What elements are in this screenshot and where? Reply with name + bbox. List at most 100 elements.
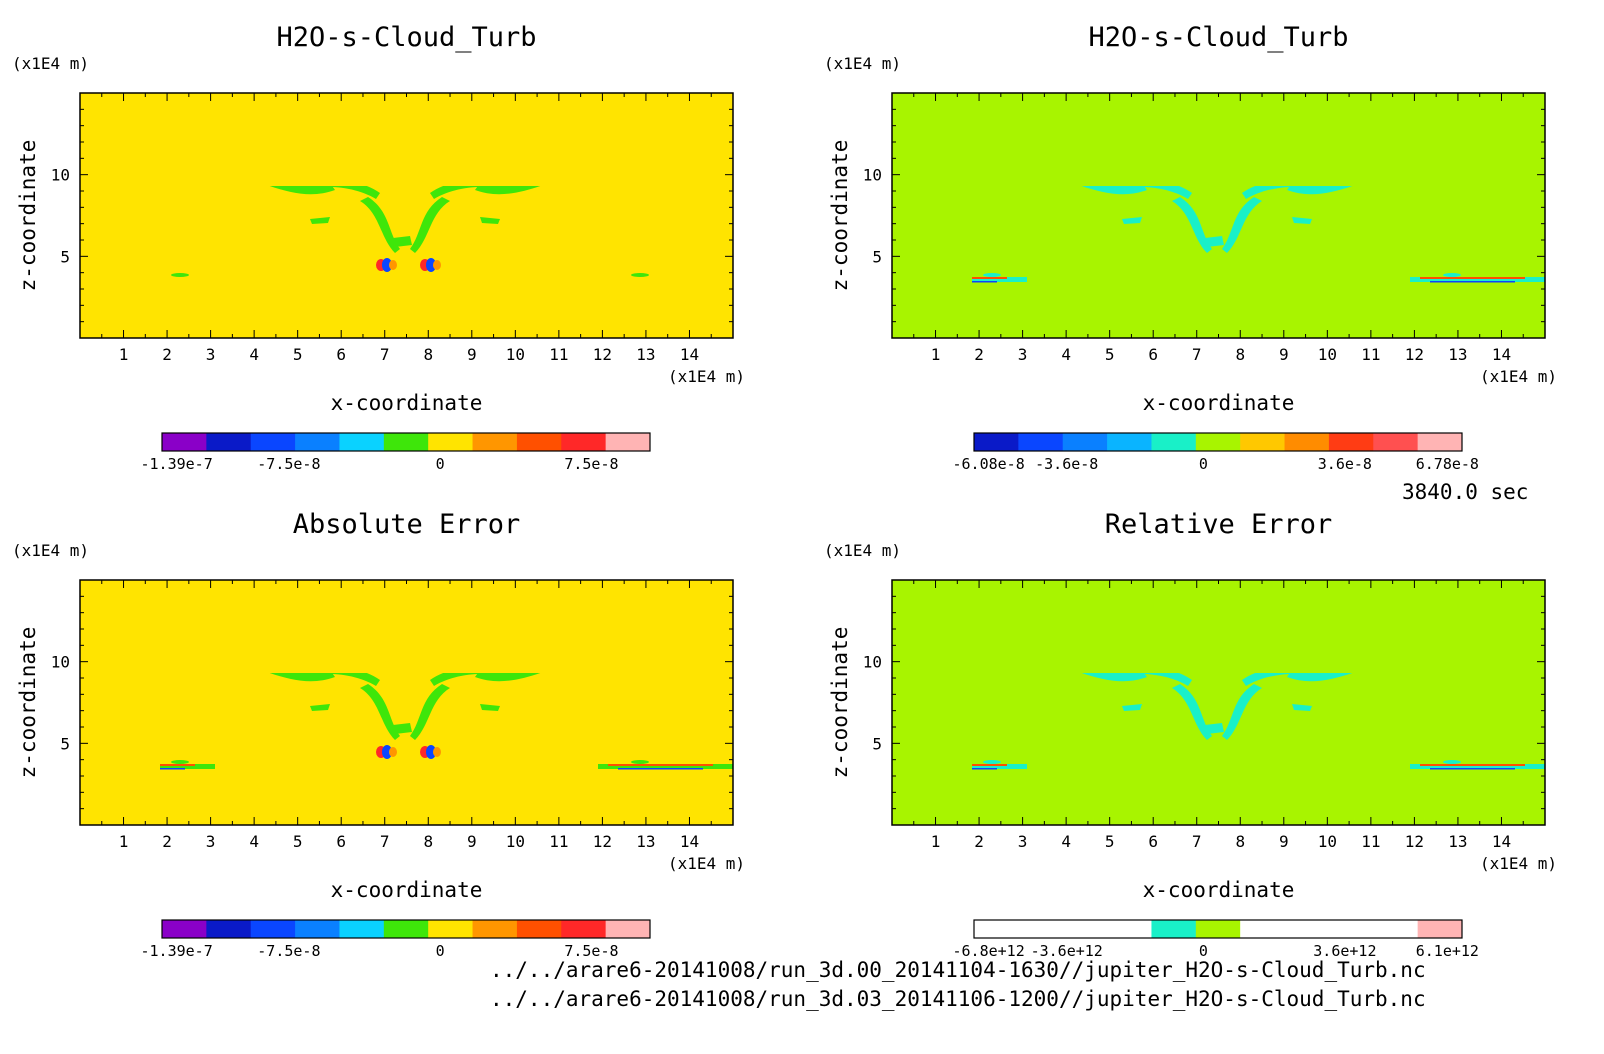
field-features xyxy=(171,186,649,277)
x-tick-label: 12 xyxy=(1405,832,1424,851)
colorbar-swatch xyxy=(605,920,651,938)
cloud-feature xyxy=(631,760,649,764)
cloud-feature xyxy=(1443,273,1461,277)
colorbar-swatch xyxy=(1328,433,1374,451)
cloud-feature xyxy=(631,273,649,277)
cloud-feature xyxy=(410,684,450,740)
x-tick-label: 8 xyxy=(1235,345,1245,364)
cloud-feature xyxy=(1172,197,1212,253)
file-path-2: ../../arare6-20141008/run_3d.03_20141106… xyxy=(490,987,1426,1011)
colorbar-swatch xyxy=(1284,920,1330,938)
colorbar-swatch xyxy=(1151,433,1197,451)
boundary-strip xyxy=(1430,768,1515,770)
boundary-strip xyxy=(972,281,997,283)
cloud-feature xyxy=(983,273,1001,277)
colorbar-swatch xyxy=(1373,920,1419,938)
x-tick-label: 11 xyxy=(549,345,568,364)
colorbar-swatch xyxy=(516,433,562,451)
x-tick-label: 4 xyxy=(1061,345,1071,364)
cloud-feature xyxy=(1122,217,1142,224)
colorbar-swatch xyxy=(1195,433,1241,451)
colorbar-label: 7.5e-8 xyxy=(564,942,618,960)
x-tick-label: 14 xyxy=(1492,832,1511,851)
cloud-feature xyxy=(171,273,189,277)
x-tick-label: 1 xyxy=(119,832,129,851)
x-axis-label: x-coordinate xyxy=(1143,391,1295,415)
x-tick-label: 4 xyxy=(249,345,259,364)
field-background xyxy=(80,93,733,338)
colorbar-swatch xyxy=(383,433,429,451)
colorbar-swatch xyxy=(383,920,429,938)
x-tick-label: 8 xyxy=(423,832,433,851)
boundary-strip xyxy=(972,277,1007,279)
x-tick-label: 3 xyxy=(206,832,216,851)
cloud-feature xyxy=(1081,186,1147,195)
chart-title: H2O-s-Cloud_Turb xyxy=(1088,22,1348,53)
x-tick-label: 9 xyxy=(467,345,477,364)
boundary-strip xyxy=(160,768,185,770)
panel-3: Absolute Error(x1E4 m)1 2 3 4 5 6 7 8 9 10 11 12 13 1… xyxy=(12,509,745,960)
cloud-feature xyxy=(1081,673,1147,682)
cloud-feature xyxy=(430,673,509,686)
cloud-feature xyxy=(1113,186,1192,199)
x-unit-label: (x1E4 m) xyxy=(668,854,745,873)
y-tick-label: 10 xyxy=(863,166,882,185)
x-tick-label: 9 xyxy=(467,832,477,851)
cloud-feature xyxy=(1122,704,1142,711)
cloud-feature xyxy=(269,673,335,682)
cloud-feature xyxy=(983,760,1001,764)
colorbar-swatch xyxy=(162,920,207,938)
colorbar-swatch xyxy=(974,920,1019,938)
colorbar-label: 6.1e+12 xyxy=(1416,942,1479,960)
y-tick-label: 5 xyxy=(872,247,882,266)
y-tick-label: 5 xyxy=(60,734,70,753)
x-axis-label: x-coordinate xyxy=(331,391,483,415)
x-tick-label: 6 xyxy=(336,832,346,851)
cloud-feature xyxy=(430,186,509,199)
colorbar-swatch xyxy=(1107,920,1152,938)
colorbar-frame xyxy=(161,432,651,452)
colorbar-swatch xyxy=(1107,433,1152,451)
cloud-feature xyxy=(480,704,500,711)
cloud-feature xyxy=(393,236,412,247)
cloud-feature xyxy=(301,673,380,686)
y-tick-label: 10 xyxy=(51,166,70,185)
panel-1: H2O-s-Cloud_Turb(x1E4 m)1 2 3 4 5 6 7 8 9 10 11 12 1… xyxy=(12,22,745,473)
colorbar-label: 6.78e-8 xyxy=(1416,455,1479,473)
chart-title: Relative Error xyxy=(1105,509,1333,540)
boundary-strip xyxy=(972,277,1027,282)
cloud-feature xyxy=(171,760,189,764)
colorbar-swatch xyxy=(428,920,474,938)
x-tick-label: 10 xyxy=(1318,345,1337,364)
x-tick-label: 7 xyxy=(380,832,390,851)
colorbar-label: 7.5e-8 xyxy=(564,455,618,473)
x-axis-label: x-coordinate xyxy=(1143,878,1295,902)
boundary-strip xyxy=(1430,281,1515,283)
x-tick-label: 2 xyxy=(974,345,984,364)
colorbar-swatch xyxy=(1018,920,1064,938)
x-tick-label: 6 xyxy=(336,345,346,364)
colorbar-label: 0 xyxy=(436,455,445,473)
x-tick-label: 6 xyxy=(1148,832,1158,851)
x-tick-label: 5 xyxy=(1105,345,1115,364)
x-tick-label: 5 xyxy=(293,345,303,364)
boundary-strip xyxy=(972,764,1027,769)
y-tick-label: 10 xyxy=(863,653,882,672)
boundary-strip xyxy=(1410,277,1545,282)
x-tick-label: 8 xyxy=(1235,832,1245,851)
chart-title: H2O-s-Cloud_Turb xyxy=(276,22,536,53)
cloud-feature xyxy=(1205,723,1224,734)
x-tick-label: 14 xyxy=(680,345,699,364)
y-axis-label: z-coordinate xyxy=(828,140,852,292)
boundary-strip xyxy=(1410,764,1545,769)
x-tick-label: 13 xyxy=(636,345,655,364)
cloud-feature xyxy=(393,723,412,734)
colorbar-frame xyxy=(973,919,1463,939)
colorbar-label: 3.6e+12 xyxy=(1313,942,1376,960)
cloud-feature xyxy=(475,186,541,195)
boundary-strip xyxy=(160,764,215,769)
negative-anomaly xyxy=(382,745,392,759)
cloud-feature xyxy=(360,197,400,253)
boundary-strip xyxy=(1420,764,1525,766)
colorbar-swatch xyxy=(428,433,474,451)
